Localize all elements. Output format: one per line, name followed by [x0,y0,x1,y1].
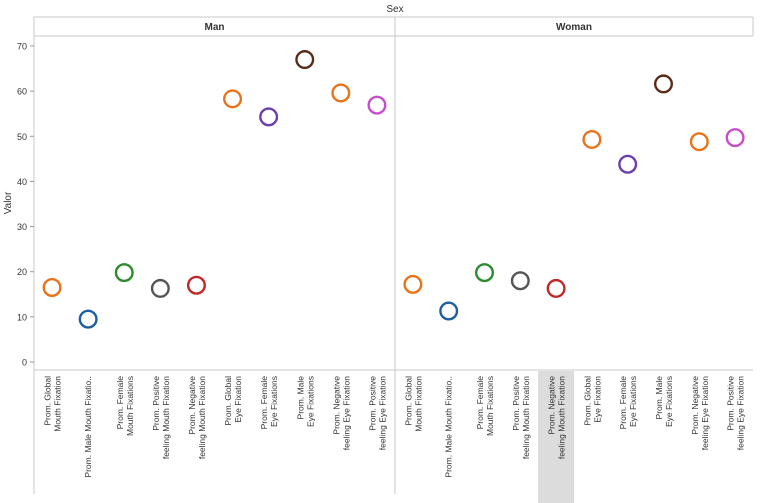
y-tick-label: 50 [17,132,27,142]
category-label: Prom. Positivefeeling Mouth Fixation [511,376,531,459]
data-point [618,154,638,174]
category-label: Prom. Positivefeeling Eye Fixation [367,376,387,450]
y-tick-label: 20 [17,267,27,277]
y-axis-label: Valor [3,191,14,214]
data-point [150,278,170,298]
panel-header-woman: Woman [556,22,592,33]
category-label: Prom. Negativefeeling Eye Fixation [331,376,351,450]
category-label: Prom. Positivefeeling Mouth Fixation [151,376,171,459]
data-point [582,129,602,149]
data-point [223,89,243,109]
data-point [331,83,351,103]
data-point [295,50,315,70]
chart-frame [33,16,754,494]
category-label: Prom. FemaleEye Fixations [618,376,638,430]
category-label: Prom. Negativefeeling Eye Fixation [690,376,710,450]
y-tick-label: 70 [17,42,27,52]
panel-man: Man Prom. GlobalMouth Fixation Prom. Male … [43,22,388,478]
data-point [42,278,62,298]
highlighted-category-band [538,371,575,503]
chart-title: Sex [386,4,403,15]
panel-header-man: Man [205,22,225,33]
data-point [475,263,495,283]
category-label: Prom. Positivefeeling Eye Fixation [726,376,746,450]
y-tick-label: 40 [17,177,27,187]
category-label: Prom. Negativefeeling Mouth Fixation [187,376,207,459]
data-point [186,275,206,295]
data-point [78,309,98,329]
panel-header-band [34,17,753,36]
data-point [439,301,459,321]
y-tick-label: 0 [22,358,27,368]
category-label: Prom. GlobalMouth Fixation [43,376,63,432]
panel-woman: Woman Prom. GlobalMouth Fixation Prom. Mal… [403,22,746,503]
y-axis-ticks: 0 10 20 30 40 50 60 70 [17,42,34,368]
y-tick-label: 30 [17,222,27,232]
data-point [367,95,387,115]
data-point [403,274,423,294]
category-label: Prom. FemaleEye Fixations [259,376,279,430]
data-point [725,128,745,148]
data-point [689,132,709,152]
category-label: Prom. GlobalMouth Fixation [403,376,423,432]
category-label: Prom. MaleEye Fixations [654,376,674,427]
category-label: Prom. Male Mouth Fixatio.. [444,376,454,478]
data-point [546,278,566,298]
y-tick-label: 10 [17,312,27,322]
category-label: Prom. FemaleMouth Fixations [115,376,135,436]
data-point [114,263,134,283]
y-tick-label: 60 [17,87,27,97]
category-label: Prom. MaleEye Fixations [295,376,315,427]
category-label: Prom. GlobalEye Fixation [582,376,602,426]
data-point [259,107,279,127]
data-point [654,74,674,94]
category-label: Prom. GlobalEye Fixation [223,376,243,426]
data-point [510,271,530,291]
category-label: Prom. FemaleMouth Fixations [475,376,495,436]
category-label: Prom. Male Mouth Fixatio.. [83,376,93,478]
chart-panels: Man Prom. GlobalMouth Fixation Prom. Male … [43,22,746,503]
category-label: Prom. Negativefeeling Mouth Fixation [547,376,567,459]
